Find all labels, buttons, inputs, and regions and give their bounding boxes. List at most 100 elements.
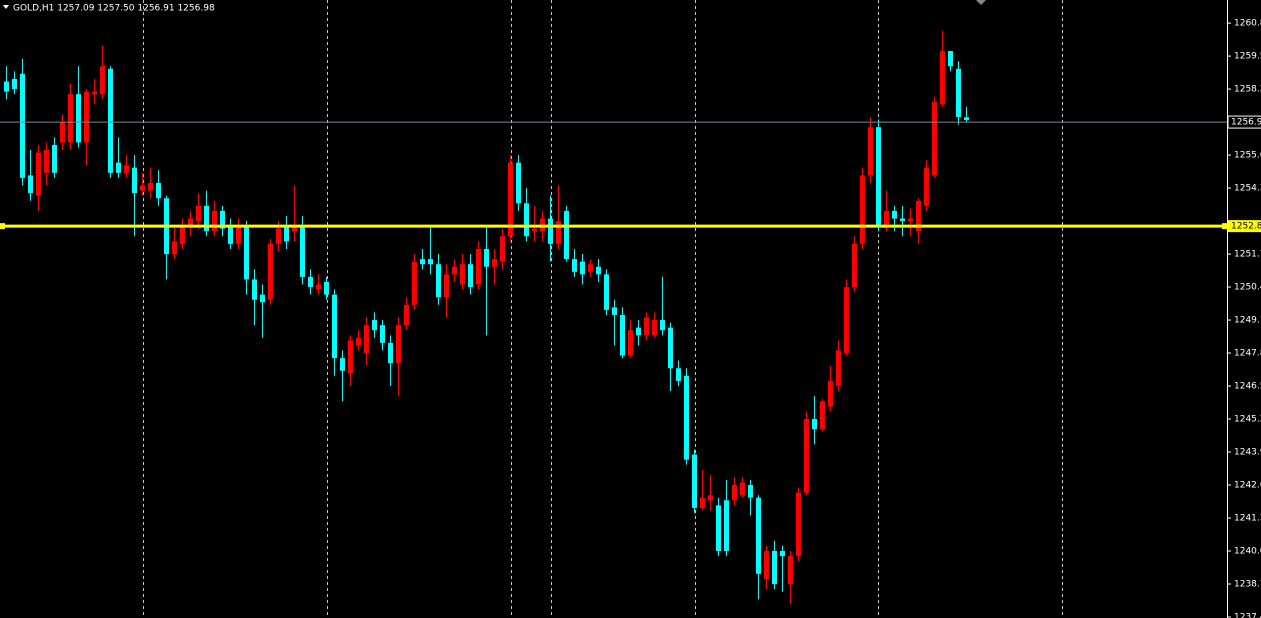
candle-body — [940, 51, 945, 105]
candle-body — [388, 342, 393, 364]
candle-body — [660, 320, 665, 331]
y-tick-label: 1259.5 — [1234, 52, 1261, 62]
candle-body — [140, 185, 145, 191]
y-tick-label: 1240.0 — [1234, 546, 1261, 556]
candle-body — [812, 419, 817, 430]
candle-body — [84, 91, 89, 143]
candle-body — [412, 261, 417, 305]
candle-body — [348, 340, 353, 374]
candle-body — [484, 248, 489, 267]
level-handle — [1222, 223, 1227, 230]
candle-body — [132, 167, 137, 194]
candle-body — [732, 485, 737, 501]
candle-body — [316, 284, 321, 290]
candle-body — [332, 294, 337, 359]
candle-body — [620, 314, 625, 356]
candle-body — [100, 66, 105, 95]
candle-body — [4, 81, 9, 92]
y-tick-label: 1258.2 — [1234, 85, 1261, 95]
candle-body — [612, 307, 617, 315]
candle-body — [844, 287, 849, 354]
y-tick-label: 1245.2 — [1234, 415, 1261, 425]
candle-body — [652, 320, 657, 336]
candle-body — [836, 350, 841, 387]
candle-body — [12, 78, 17, 90]
bid-label-box — [1227, 115, 1261, 129]
candle-body — [756, 497, 761, 574]
marker-icon — [976, 0, 986, 5]
candle-body — [868, 127, 873, 176]
candle-body — [396, 325, 401, 364]
candle-body — [204, 205, 209, 232]
level-label: 1252.8 — [1231, 222, 1261, 232]
y-tick-label: 1238.7 — [1234, 579, 1261, 589]
y-tick-label: 1260.8 — [1234, 19, 1261, 29]
candle-body — [932, 101, 937, 176]
candle-body — [196, 205, 201, 222]
candle-body — [644, 317, 649, 336]
candle-body — [476, 248, 481, 285]
candle-body — [524, 203, 529, 237]
candle-body — [92, 91, 97, 95]
candle-body — [788, 556, 793, 584]
candle-body — [684, 375, 689, 460]
candle-body — [340, 358, 345, 371]
menu-triangle[interactable] — [3, 5, 9, 9]
candle-body — [828, 380, 833, 407]
candle-body — [228, 226, 233, 244]
candle-body — [324, 281, 329, 295]
y-tick-label: 1246.5 — [1234, 382, 1261, 392]
y-tick-label: 1237.4 — [1234, 612, 1261, 618]
candle-body — [700, 497, 705, 508]
candle-body — [36, 152, 41, 196]
chart-header: GOLD,H1 1257.09 1257.50 1256.91 1256.98 — [13, 4, 215, 14]
candle-body — [636, 327, 641, 336]
candle-body — [244, 226, 249, 280]
candle-body — [892, 210, 897, 219]
candle-body — [468, 264, 473, 288]
candle-body — [404, 304, 409, 326]
candle-body — [956, 68, 961, 118]
candle-body — [548, 218, 553, 244]
candle-body — [116, 162, 121, 173]
candle-body — [500, 236, 505, 262]
candle-body — [572, 259, 577, 272]
candle-body — [44, 149, 49, 173]
candle-body — [604, 274, 609, 310]
candle-body — [948, 51, 953, 67]
candle-body — [180, 226, 185, 244]
candle-body — [188, 218, 193, 227]
y-tick-label: 1247.8 — [1234, 349, 1261, 359]
candle-body — [20, 73, 25, 178]
candle-body — [300, 226, 305, 277]
candle-body — [428, 259, 433, 265]
candle-body — [68, 94, 73, 143]
candle-body — [860, 175, 865, 244]
candle-body — [796, 492, 801, 557]
candle-body — [444, 274, 449, 298]
candle-body — [532, 228, 537, 232]
candle-body — [60, 122, 65, 143]
candle-body — [52, 144, 57, 173]
candle-body — [508, 162, 513, 237]
candle-body — [668, 327, 673, 369]
candle-body — [284, 226, 289, 242]
candle-body — [364, 325, 369, 354]
candle-body — [564, 210, 569, 260]
candle-body — [308, 276, 313, 288]
y-tick-label: 1251.7 — [1234, 250, 1261, 260]
candle-body — [436, 264, 441, 298]
y-tick-label: 1243.9 — [1234, 448, 1261, 458]
candle-body — [276, 228, 281, 244]
candle-body — [748, 485, 753, 498]
y-tick-label: 1249.1 — [1234, 316, 1261, 326]
candle-body — [964, 117, 969, 121]
period-separators — [143, 0, 1063, 618]
candle-body — [516, 162, 521, 204]
candle-body — [236, 226, 241, 244]
bid-label: 1256.9 — [1231, 118, 1261, 128]
y-tick-label: 1250.4 — [1234, 283, 1261, 293]
candle-body — [716, 505, 721, 551]
candle-body — [580, 261, 585, 275]
y-tick-label: 1241.3 — [1234, 514, 1261, 524]
